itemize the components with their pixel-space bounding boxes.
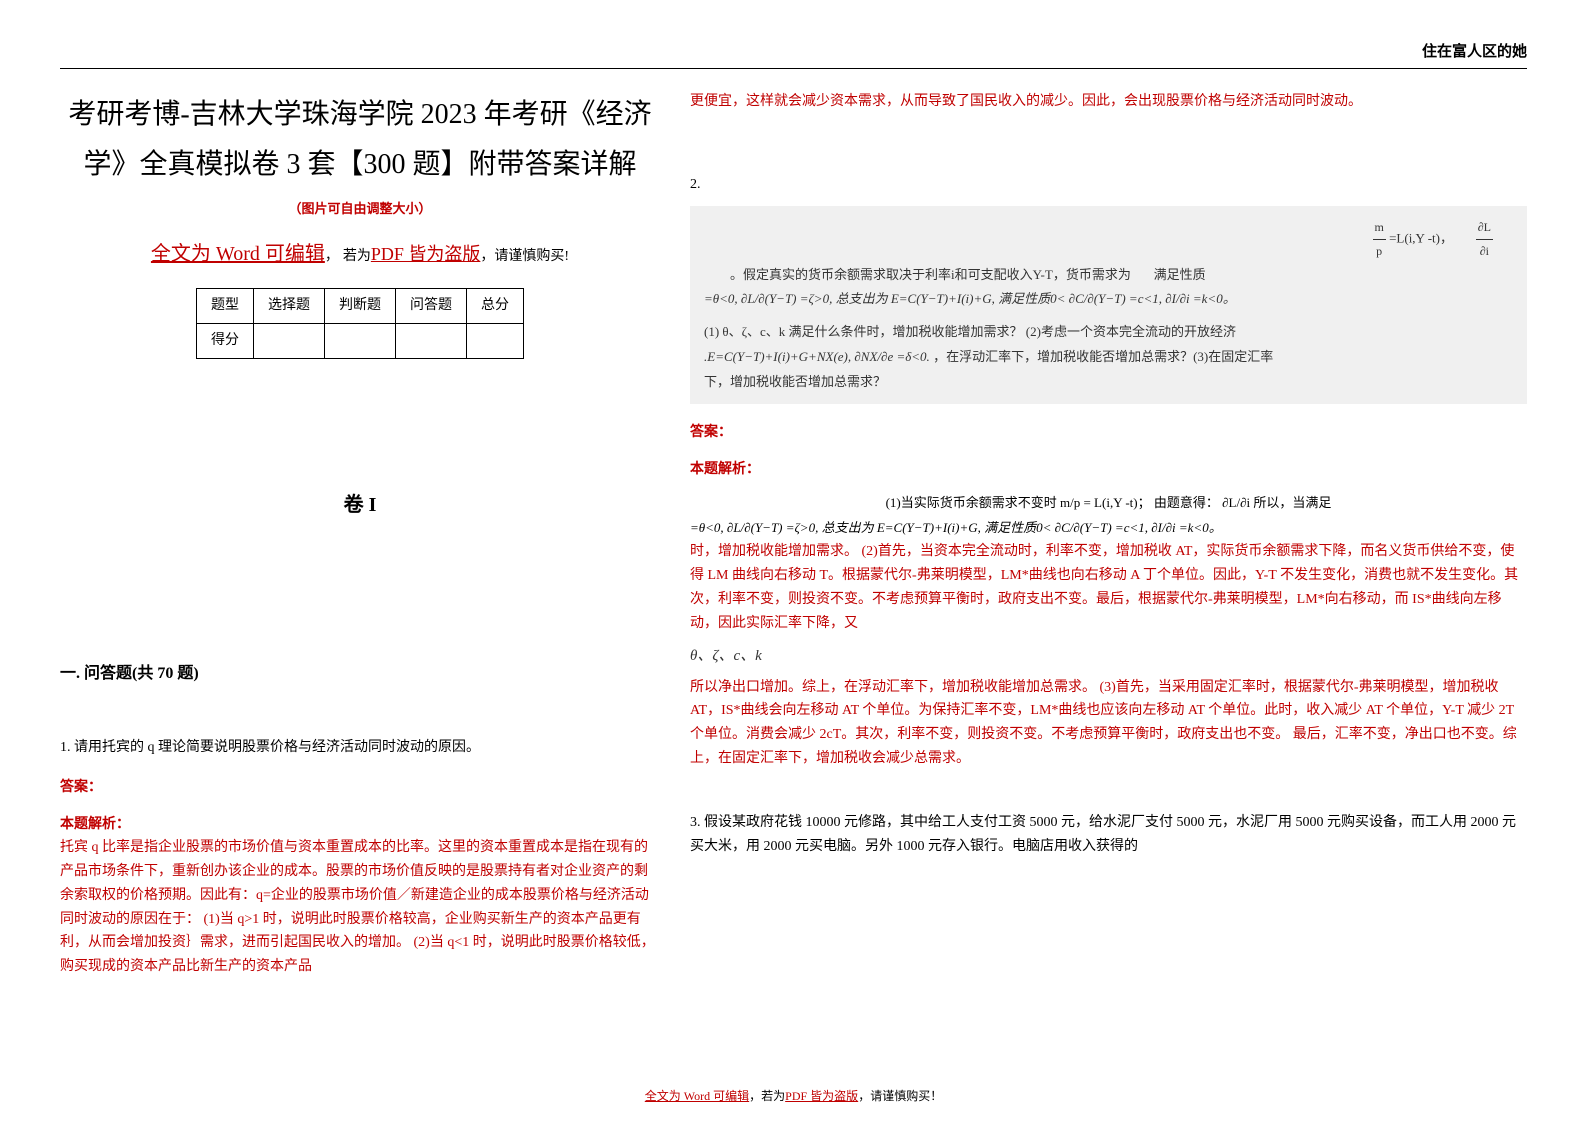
document-page: 住在富人区的她 考研考博-吉林大学珠海学院 2023 年考研《经济 学》全真模拟… — [0, 0, 1587, 1122]
main-title: 考研考博-吉林大学珠海学院 2023 年考研《经济 学》全真模拟卷 3 套【30… — [60, 90, 660, 191]
edit-ruo: 若为 — [343, 249, 371, 264]
left-column: 考研考博-吉林大学珠海学院 2023 年考研《经济 学》全真模拟卷 3 套【30… — [60, 80, 660, 979]
table-row: 得分 — [197, 323, 524, 358]
section-qa-title: 一. 问答题(共 70 题) — [60, 661, 660, 687]
question-2-number: 2. — [690, 174, 1527, 196]
header-watermark: 住在富人区的她 — [1422, 40, 1527, 64]
edit-warning: 全文为 Word 可编辑， 若为PDF 皆为盗版，请谨慎购买! — [60, 238, 660, 270]
formula-line-2: =θ<0, ∂L/∂(Y−T) =ζ>0, 总支出为 E=C(Y−T)+I(i)… — [704, 287, 1513, 312]
q2-formula-box: mp =L(i,Y -t)， ∂L∂i ____。假定真实的货币余额需求取决于利… — [690, 206, 1527, 404]
title-line1: 考研考博-吉林大学珠海学院 2023 年考研《经济 — [68, 99, 651, 130]
formula-suffix: 满足性质 — [1154, 267, 1206, 282]
right-column: 更便宜，这样就会减少资本需求，从而导致了国民收入的减少。因此，会出现股票价格与经… — [690, 80, 1527, 979]
edit-word-part: 全文为 Word 可编辑 — [151, 243, 325, 265]
q1-analysis-text: 托宾 q 比率是指企业股票的市场价值与资本重置成本的比率。这里的资本重置成本是指… — [60, 836, 660, 979]
question-1: 1. 请用托宾的 q 理论简要说明股票价格与经济活动同时波动的原因。 — [60, 737, 660, 759]
footer-tail: ，请谨慎购买！ — [858, 1089, 942, 1103]
q2-analysis-label: 本题解析： — [690, 459, 1527, 481]
fraction-mp: mp — [1373, 216, 1386, 263]
th-judge: 判断题 — [325, 288, 396, 323]
analysis-f2: =θ<0, ∂L/∂(Y−T) =ζ>0, 总支出为 E=C(Y−T)+I(i)… — [690, 516, 1527, 541]
q1-answer-label: 答案： — [60, 777, 660, 799]
edit-pdf-part: PDF 皆为盗版 — [371, 244, 481, 264]
td-score-label: 得分 — [197, 323, 254, 358]
td-empty — [325, 323, 396, 358]
footer-pdf: PDF 皆为盗版 — [785, 1089, 858, 1103]
fraction-dldi: ∂L∂i — [1476, 216, 1493, 263]
formula-line-1b: ____。假定真实的货币余额需求取决于利率i和可支配收入Y-T，货币需求为 满足… — [704, 263, 1513, 288]
th-choice: 选择题 — [254, 288, 325, 323]
th-total: 总分 — [467, 288, 524, 323]
page-footer: 全文为 Word 可编辑，若为PDF 皆为盗版，请谨慎购买！ — [0, 1087, 1587, 1106]
image-resize-note: （图片可自由调整大小） — [60, 199, 660, 220]
footer-sep: ，若为 — [749, 1089, 785, 1103]
td-empty — [254, 323, 325, 358]
edit-comma: ， — [325, 249, 339, 264]
q2-analysis-p2: 所以净出口增加。综上，在浮动汇率下，增加税收能增加总需求。 (3)首先，当采用固… — [690, 676, 1527, 771]
formula-line-5: 下，增加税收能否增加总需求？ — [704, 370, 1513, 395]
edit-tail: ，请谨慎购买! — [480, 249, 569, 264]
title-line2: 学》全真模拟卷 3 套【300 题】附带答案详解 — [83, 149, 636, 180]
formula-prefix: 。假定真实的货币余额需求取决于利率i和可支配收入Y-T，货币需求为 — [730, 267, 1131, 282]
q2-analysis-formula: (1)当实际货币余额需求不变时 m/p = L(i,Y -t)； 由题意得： ∂… — [690, 491, 1527, 540]
score-table: 题型 选择题 判断题 问答题 总分 得分 — [196, 288, 524, 360]
q2-analysis-p1: 时，增加税收能增加需求。 (2)首先，当资本完全流动时，利率不变，增加税收 AT… — [690, 540, 1527, 635]
table-row: 题型 选择题 判断题 问答题 总分 — [197, 288, 524, 323]
formula-line-1: mp =L(i,Y -t)， ∂L∂i — [704, 216, 1513, 263]
question-3: 3. 假设某政府花钱 10000 元修路，其中给工人支付工资 5000 元，给水… — [690, 811, 1527, 859]
volume-title: 卷 I — [60, 489, 660, 521]
q2-answer-label: 答案： — [690, 422, 1527, 444]
formula-line-4: .E=C(Y−T)+I(i)+G+NX(e), ∂NX/∂e =δ<0. ，在浮… — [704, 345, 1513, 370]
th-qa: 问答题 — [396, 288, 467, 323]
formula-eq: =L(i,Y -t)， — [1389, 230, 1453, 245]
q1-analysis-label: 本题解析： — [60, 814, 660, 836]
analysis-f1: (1)当实际货币余额需求不变时 m/p = L(i,Y -t)； 由题意得： ∂… — [690, 491, 1527, 516]
q1-continuation: 更便宜，这样就会减少资本需求，从而导致了国民收入的减少。因此，会出现股票价格与经… — [690, 90, 1527, 114]
footer-word: 全文为 Word 可编辑 — [645, 1089, 749, 1103]
td-empty — [396, 323, 467, 358]
th-type: 题型 — [197, 288, 254, 323]
formula-line-3: (1) θ、ζ、c、k 满足什么条件时，增加税收能增加需求？ (2)考虑一个资本… — [704, 320, 1513, 345]
greek-vars: θ、ζ、c、k — [690, 644, 1527, 668]
two-column-layout: 考研考博-吉林大学珠海学院 2023 年考研《经济 学》全真模拟卷 3 套【30… — [60, 80, 1527, 979]
header-rule — [60, 68, 1527, 69]
td-empty — [467, 323, 524, 358]
